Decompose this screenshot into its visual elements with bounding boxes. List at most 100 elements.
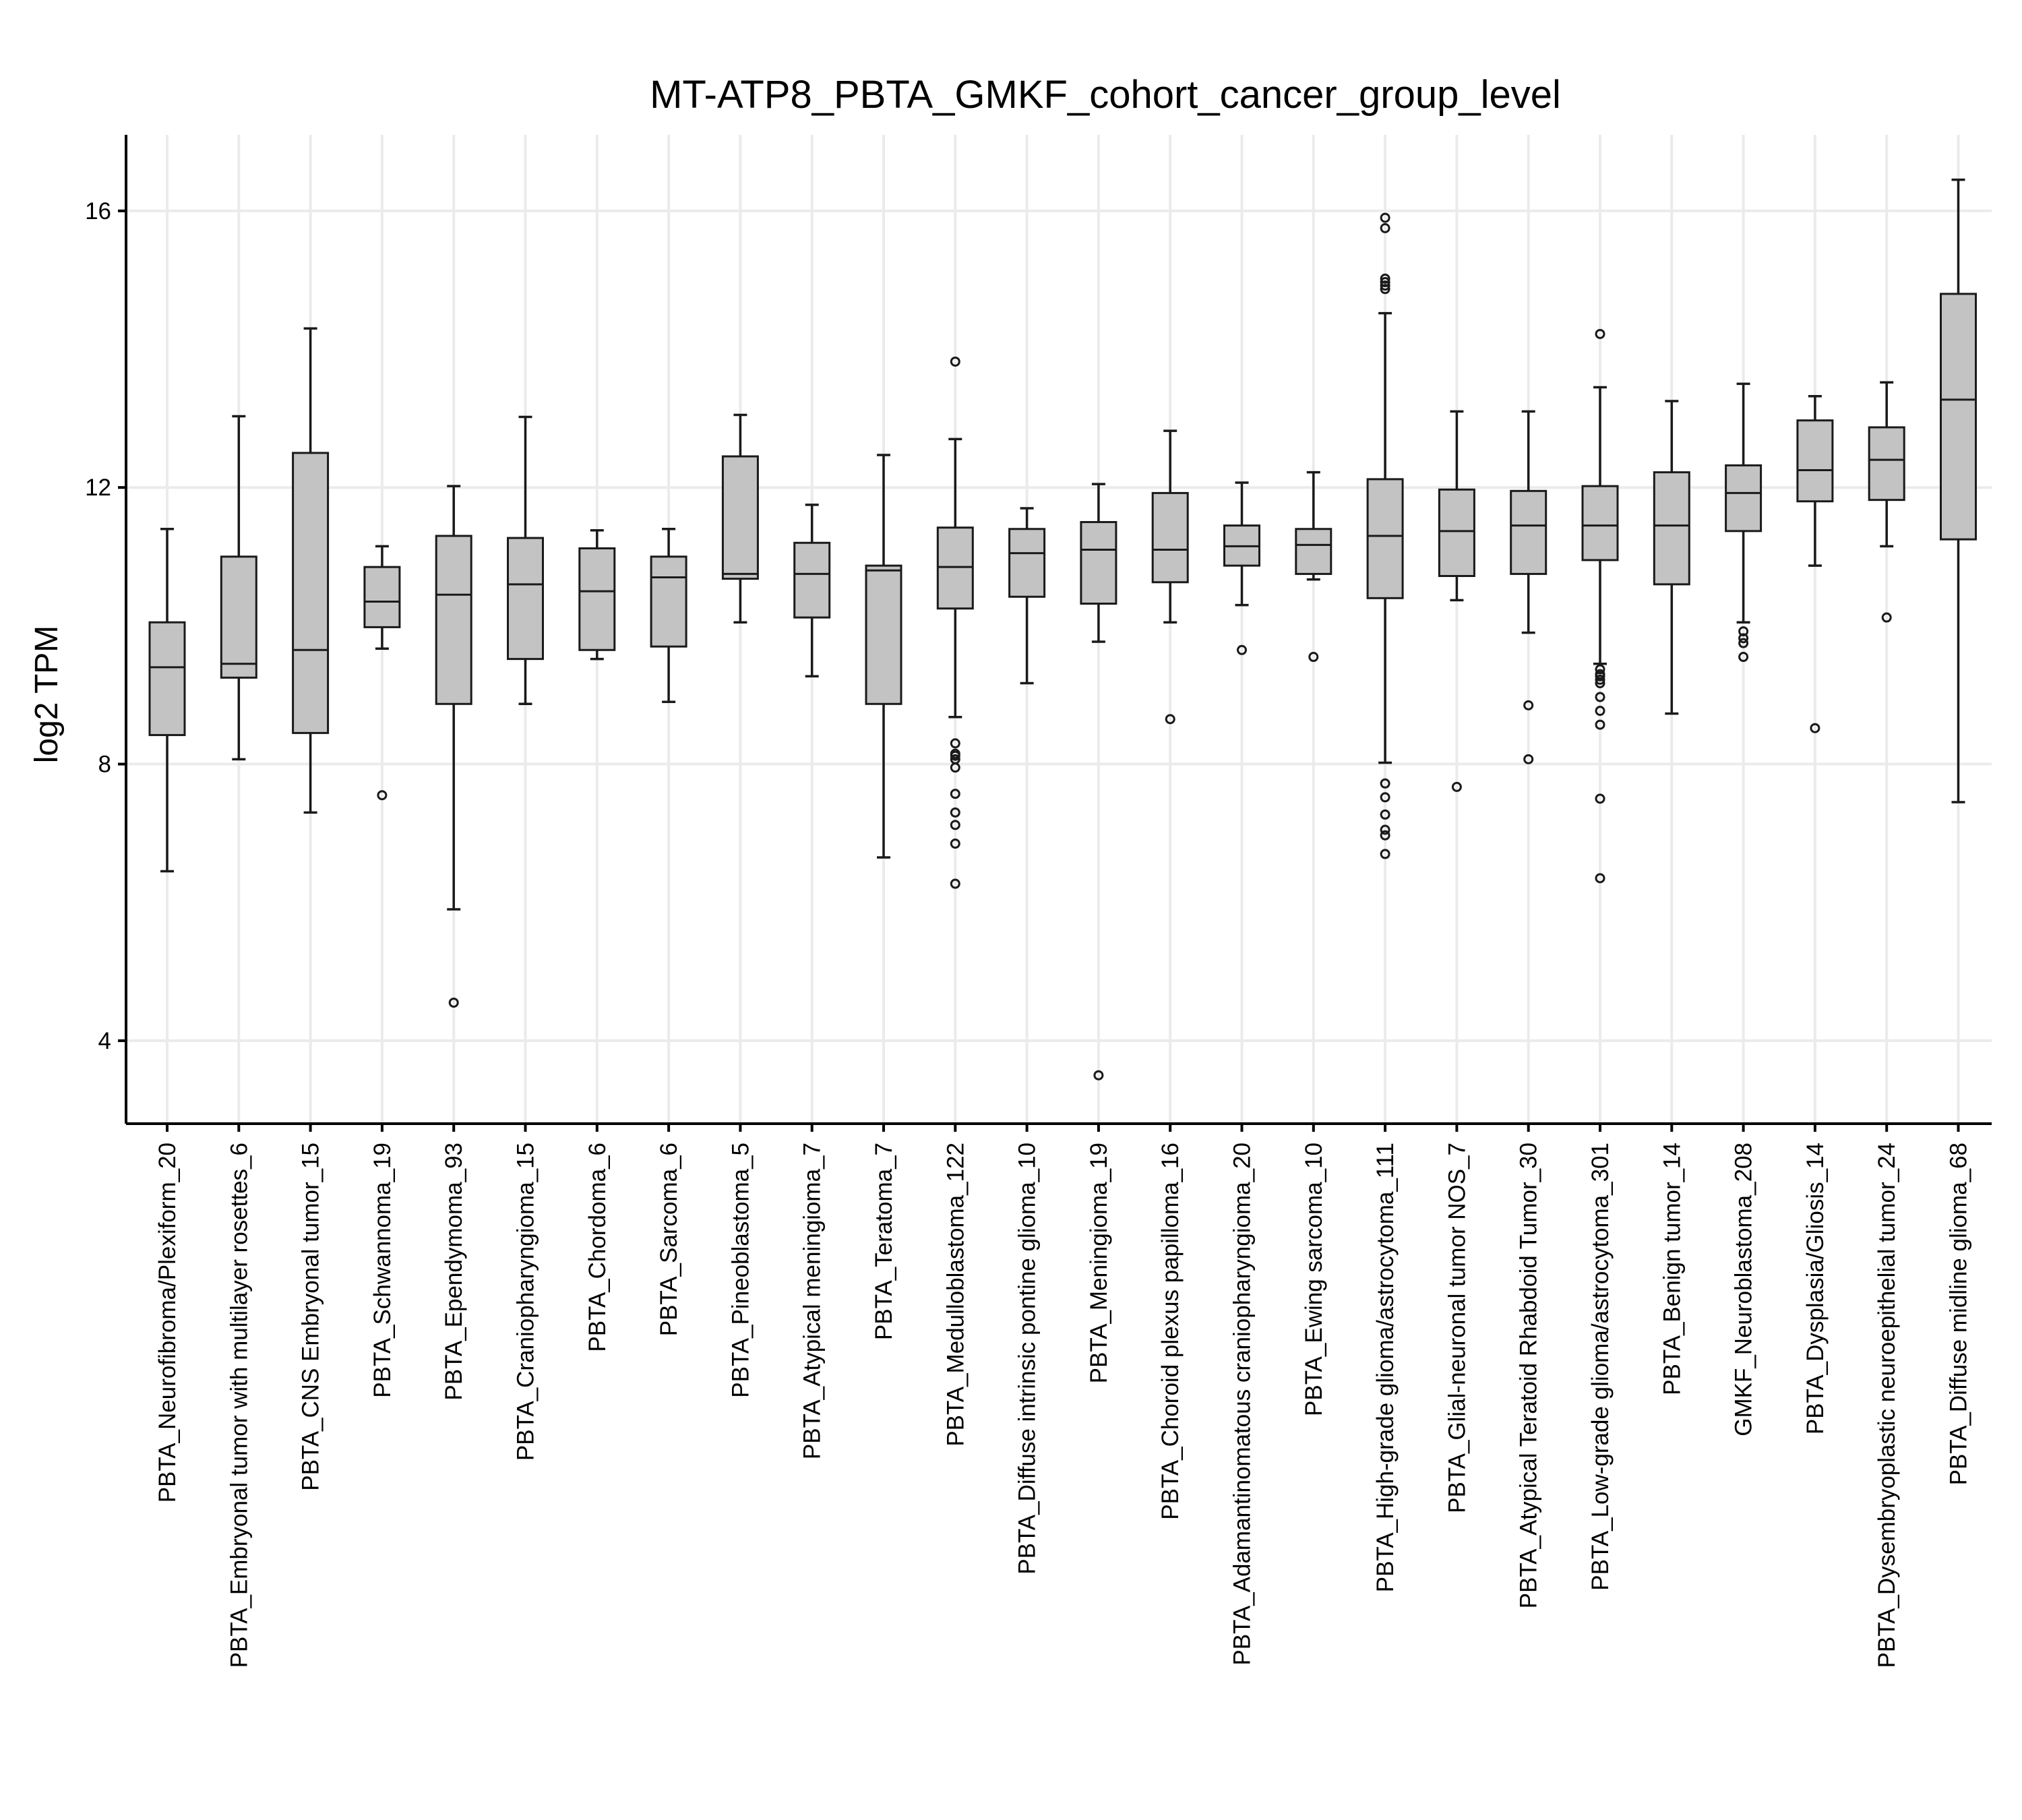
outlier-point [1523,754,1534,764]
box-group [578,529,616,661]
outlier-point [1308,652,1319,663]
box-group [1581,328,1619,884]
outlier-point [1380,824,1390,835]
x-tick-label: PBTA_Sarcoma_6 [656,1143,682,1336]
x-tick-label: PBTA_Chordoma_6 [584,1143,611,1352]
outlier-point [950,820,960,830]
y-tick-label: 12 [85,475,111,501]
iqr-box [220,555,257,679]
box-group [865,454,902,859]
outlier-point [950,839,960,849]
iqr-box [865,564,902,705]
chart-title: MT-ATP8_PBTA_GMKF_cohort_cancer_group_le… [650,73,1561,117]
outlier-point [1380,212,1390,223]
iqr-box [1008,528,1046,598]
x-tick-label: PBTA_Medulloblastoma_122 [942,1143,969,1447]
box-group [721,413,759,624]
box-layer [148,178,1977,1081]
x-tick-label: PBTA_Adamantinomatous craniopharyngioma_… [1229,1143,1256,1666]
x-tick-label: PBTA_Ewing sarcoma_10 [1301,1143,1327,1416]
x-tick-label: PBTA_Atypical meningioma_7 [799,1143,826,1459]
outlier-point [1380,222,1390,233]
box-group [1080,483,1117,1081]
x-tick-label: PBTA_Dysplasia/Gliosis_14 [1802,1143,1829,1434]
y-tick-label: 8 [98,752,111,778]
outlier-point [1380,849,1390,859]
outlier-point [1595,793,1605,804]
outlier-point [1595,328,1605,339]
iqr-box [1510,489,1548,575]
outlier-point [950,738,960,749]
iqr-box [1080,520,1117,605]
x-tick-label: PBTA_CNS Embryonal tumor_15 [298,1143,324,1491]
x-tick-label: PBTA_Pineoblastoma_5 [727,1143,754,1398]
box-group [1366,212,1404,859]
outlier-point [950,356,960,367]
x-tick-label: PBTA_Neurofibroma/Plexiform_20 [154,1143,181,1503]
outlier-point [1595,674,1605,685]
box-group [363,545,401,801]
box-group [1151,429,1189,725]
box-group [507,415,544,706]
iqr-box [1796,419,1834,503]
x-tick-label: PBTA_Embryonal tumor with multilayer ros… [226,1143,252,1668]
box-group [1295,471,1332,663]
outlier-point [1881,612,1892,623]
y-axis-label: log2 TPM [29,626,65,764]
box-group [220,415,257,761]
iqr-box [721,455,759,580]
outlier-point [1380,778,1390,789]
outlier-point [1738,633,1749,644]
x-tick-label: PBTA_Diffuse intrinsic pontine glioma_10 [1014,1143,1041,1575]
iqr-box [578,547,616,651]
outlier-point [1738,652,1749,663]
outlier-point [1237,644,1247,655]
x-tick-label: PBTA_Meningioma_19 [1086,1143,1112,1383]
iqr-box [292,452,330,734]
outlier-point [950,807,960,818]
outlier-point [1595,692,1605,702]
x-tick-label: PBTA_Benign tumor_14 [1659,1143,1685,1395]
box-group [1796,395,1834,733]
outlier-point [448,997,459,1008]
outlier-point [950,789,960,799]
box-group [650,527,687,703]
x-tick-label: PBTA_Glial-neuronal tumor NOS_7 [1444,1143,1470,1513]
box-group [1868,381,1905,623]
outlier-point [1595,664,1605,675]
iqr-box [1725,464,1763,533]
box-group [1653,400,1690,715]
x-tick-label: PBTA_Dysembryoplastic neuroepithelial tu… [1874,1143,1900,1668]
iqr-box [1295,528,1332,575]
box-group [292,327,330,814]
outlier-point [1810,723,1820,733]
iqr-box [1151,491,1189,584]
outlier-point [950,750,960,761]
box-group [1940,178,1977,803]
y-tick-label: 4 [98,1028,111,1054]
x-tick-label: PBTA_Teratoma_7 [871,1143,897,1340]
outlier-point [1595,678,1605,689]
iqr-box [936,526,974,610]
outlier-point [1380,280,1390,291]
iqr-box [1366,478,1404,599]
outlier-point [1380,792,1390,803]
iqr-box [1940,293,1977,541]
outlier-point [1595,671,1605,681]
outlier-point [950,878,960,889]
box-group [435,485,472,1008]
outlier-point [950,762,960,773]
outlier-point [1380,273,1390,284]
x-tick-label: GMKF_Neuroblastoma_208 [1731,1143,1757,1436]
iqr-box [363,566,401,628]
x-tick-label: PBTA_Choroid plexus papilloma_16 [1157,1143,1184,1520]
iqr-box [1438,488,1475,578]
outlier-point [1380,284,1390,295]
outlier-point [1380,277,1390,288]
outlier-point [1523,700,1534,710]
x-tick-label: PBTA_High-grade glioma/astrocytoma_111 [1372,1143,1399,1592]
iqr-box [507,537,544,661]
iqr-box [1868,426,1905,502]
